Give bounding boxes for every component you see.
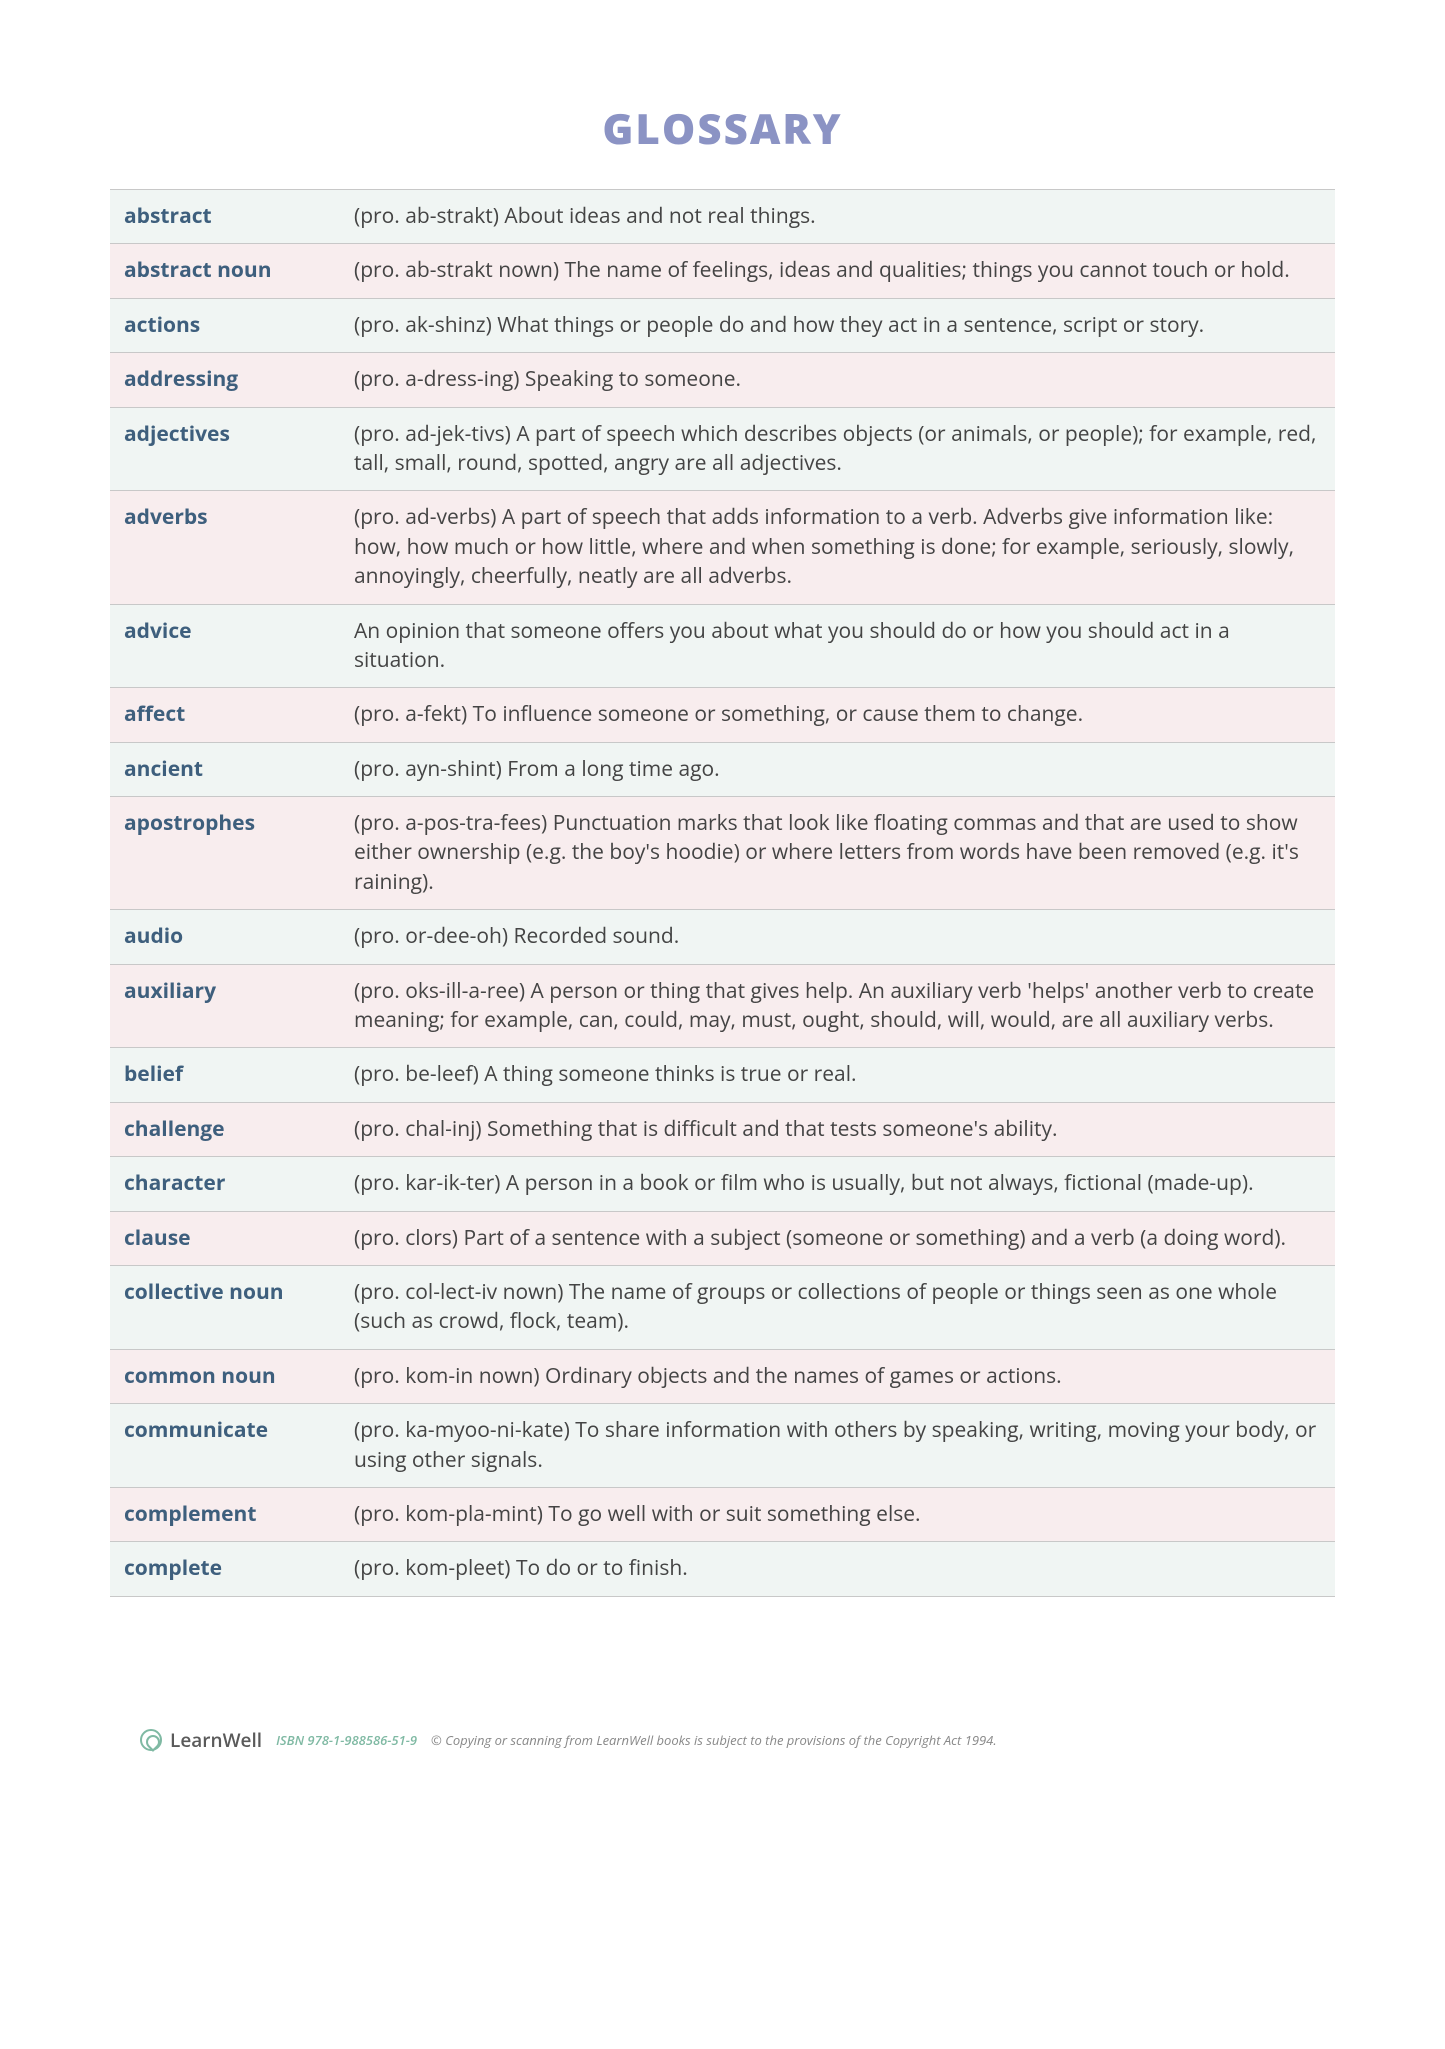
- glossary-term: belief: [110, 1048, 340, 1102]
- glossary-row: collective noun(pro. col-lect-iv nown) T…: [110, 1265, 1335, 1349]
- copyright-text: © Copying or scanning from LearnWell boo…: [431, 1731, 997, 1749]
- glossary-term: apostrophes: [110, 797, 340, 910]
- glossary-definition: (pro. ak-shinz) What things or people do…: [340, 298, 1335, 352]
- glossary-row: auxiliary(pro. oks-ill-a-ree) A person o…: [110, 964, 1335, 1048]
- glossary-definition: (pro. kom-pla-mint) To go well with or s…: [340, 1487, 1335, 1541]
- glossary-term: audio: [110, 910, 340, 964]
- glossary-row: complete(pro. kom-pleet) To do or to fin…: [110, 1542, 1335, 1596]
- glossary-term: actions: [110, 298, 340, 352]
- glossary-definition: (pro. be-leef) A thing someone thinks is…: [340, 1048, 1335, 1102]
- glossary-row: clause(pro. clors) Part of a sentence wi…: [110, 1211, 1335, 1265]
- glossary-row: apostrophes(pro. a-pos-tra-fees) Punctua…: [110, 797, 1335, 910]
- glossary-definition: (pro. col-lect-iv nown) The name of grou…: [340, 1265, 1335, 1349]
- glossary-term: adjectives: [110, 407, 340, 491]
- glossary-definition: (pro. kom-in nown) Ordinary objects and …: [340, 1349, 1335, 1403]
- glossary-term: abstract noun: [110, 244, 340, 298]
- glossary-term: ancient: [110, 742, 340, 796]
- brand-logo-icon: [140, 1729, 162, 1751]
- glossary-definition: (pro. or-dee-oh) Recorded sound.: [340, 910, 1335, 964]
- glossary-definition: (pro. ab-strakt nown) The name of feelin…: [340, 244, 1335, 298]
- glossary-definition: (pro. a-pos-tra-fees) Punctuation marks …: [340, 797, 1335, 910]
- glossary-row: adjectives(pro. ad-jek-tivs) A part of s…: [110, 407, 1335, 491]
- glossary-term: complete: [110, 1542, 340, 1596]
- glossary-definition: (pro. chal-inj) Something that is diffic…: [340, 1102, 1335, 1156]
- glossary-definition: (pro. ka-myoo-ni-kate) To share informat…: [340, 1404, 1335, 1488]
- glossary-definition: (pro. kar-ik-ter) A person in a book or …: [340, 1157, 1335, 1211]
- glossary-row: complement(pro. kom-pla-mint) To go well…: [110, 1487, 1335, 1541]
- glossary-term: clause: [110, 1211, 340, 1265]
- glossary-term: auxiliary: [110, 964, 340, 1048]
- glossary-term: character: [110, 1157, 340, 1211]
- glossary-definition: (pro. kom-pleet) To do or to finish.: [340, 1542, 1335, 1596]
- glossary-row: audio(pro. or-dee-oh) Recorded sound.: [110, 910, 1335, 964]
- glossary-row: belief(pro. be-leef) A thing someone thi…: [110, 1048, 1335, 1102]
- glossary-row: character(pro. kar-ik-ter) A person in a…: [110, 1157, 1335, 1211]
- glossary-definition: (pro. oks-ill-a-ree) A person or thing t…: [340, 964, 1335, 1048]
- glossary-row: affect(pro. a-fekt) To influence someone…: [110, 688, 1335, 742]
- glossary-definition: (pro. clors) Part of a sentence with a s…: [340, 1211, 1335, 1265]
- isbn-text: ISBN 978-1-988586-51-9: [276, 1731, 417, 1749]
- page-footer: LearnWell ISBN 978-1-988586-51-9 © Copyi…: [110, 1727, 1335, 1753]
- glossary-term: complement: [110, 1487, 340, 1541]
- glossary-definition: (pro. ad-jek-tivs) A part of speech whic…: [340, 407, 1335, 491]
- glossary-row: addressing(pro. a-dress-ing) Speaking to…: [110, 353, 1335, 407]
- glossary-definition: (pro. a-fekt) To influence someone or so…: [340, 688, 1335, 742]
- glossary-term: adverbs: [110, 491, 340, 604]
- glossary-definition: (pro. ab-strakt) About ideas and not rea…: [340, 190, 1335, 244]
- glossary-term: challenge: [110, 1102, 340, 1156]
- brand-name: LearnWell: [170, 1727, 262, 1753]
- glossary-row: ancient(pro. ayn-shint) From a long time…: [110, 742, 1335, 796]
- glossary-row: actions(pro. ak-shinz) What things or pe…: [110, 298, 1335, 352]
- glossary-definition: (pro. ayn-shint) From a long time ago.: [340, 742, 1335, 796]
- glossary-row: abstract(pro. ab-strakt) About ideas and…: [110, 190, 1335, 244]
- glossary-row: adviceAn opinion that someone offers you…: [110, 604, 1335, 688]
- glossary-definition: (pro. ad-verbs) A part of speech that ad…: [340, 491, 1335, 604]
- glossary-term: addressing: [110, 353, 340, 407]
- glossary-row: common noun(pro. kom-in nown) Ordinary o…: [110, 1349, 1335, 1403]
- glossary-term: affect: [110, 688, 340, 742]
- glossary-table: abstract(pro. ab-strakt) About ideas and…: [110, 189, 1335, 1597]
- glossary-definition: An opinion that someone offers you about…: [340, 604, 1335, 688]
- glossary-term: collective noun: [110, 1265, 340, 1349]
- glossary-row: abstract noun(pro. ab-strakt nown) The n…: [110, 244, 1335, 298]
- glossary-definition: (pro. a-dress-ing) Speaking to someone.: [340, 353, 1335, 407]
- glossary-term: common noun: [110, 1349, 340, 1403]
- glossary-row: adverbs(pro. ad-verbs) A part of speech …: [110, 491, 1335, 604]
- glossary-row: challenge(pro. chal-inj) Something that …: [110, 1102, 1335, 1156]
- glossary-term: communicate: [110, 1404, 340, 1488]
- glossary-term: advice: [110, 604, 340, 688]
- glossary-term: abstract: [110, 190, 340, 244]
- glossary-row: communicate(pro. ka-myoo-ni-kate) To sha…: [110, 1404, 1335, 1488]
- page-title: GLOSSARY: [110, 100, 1335, 157]
